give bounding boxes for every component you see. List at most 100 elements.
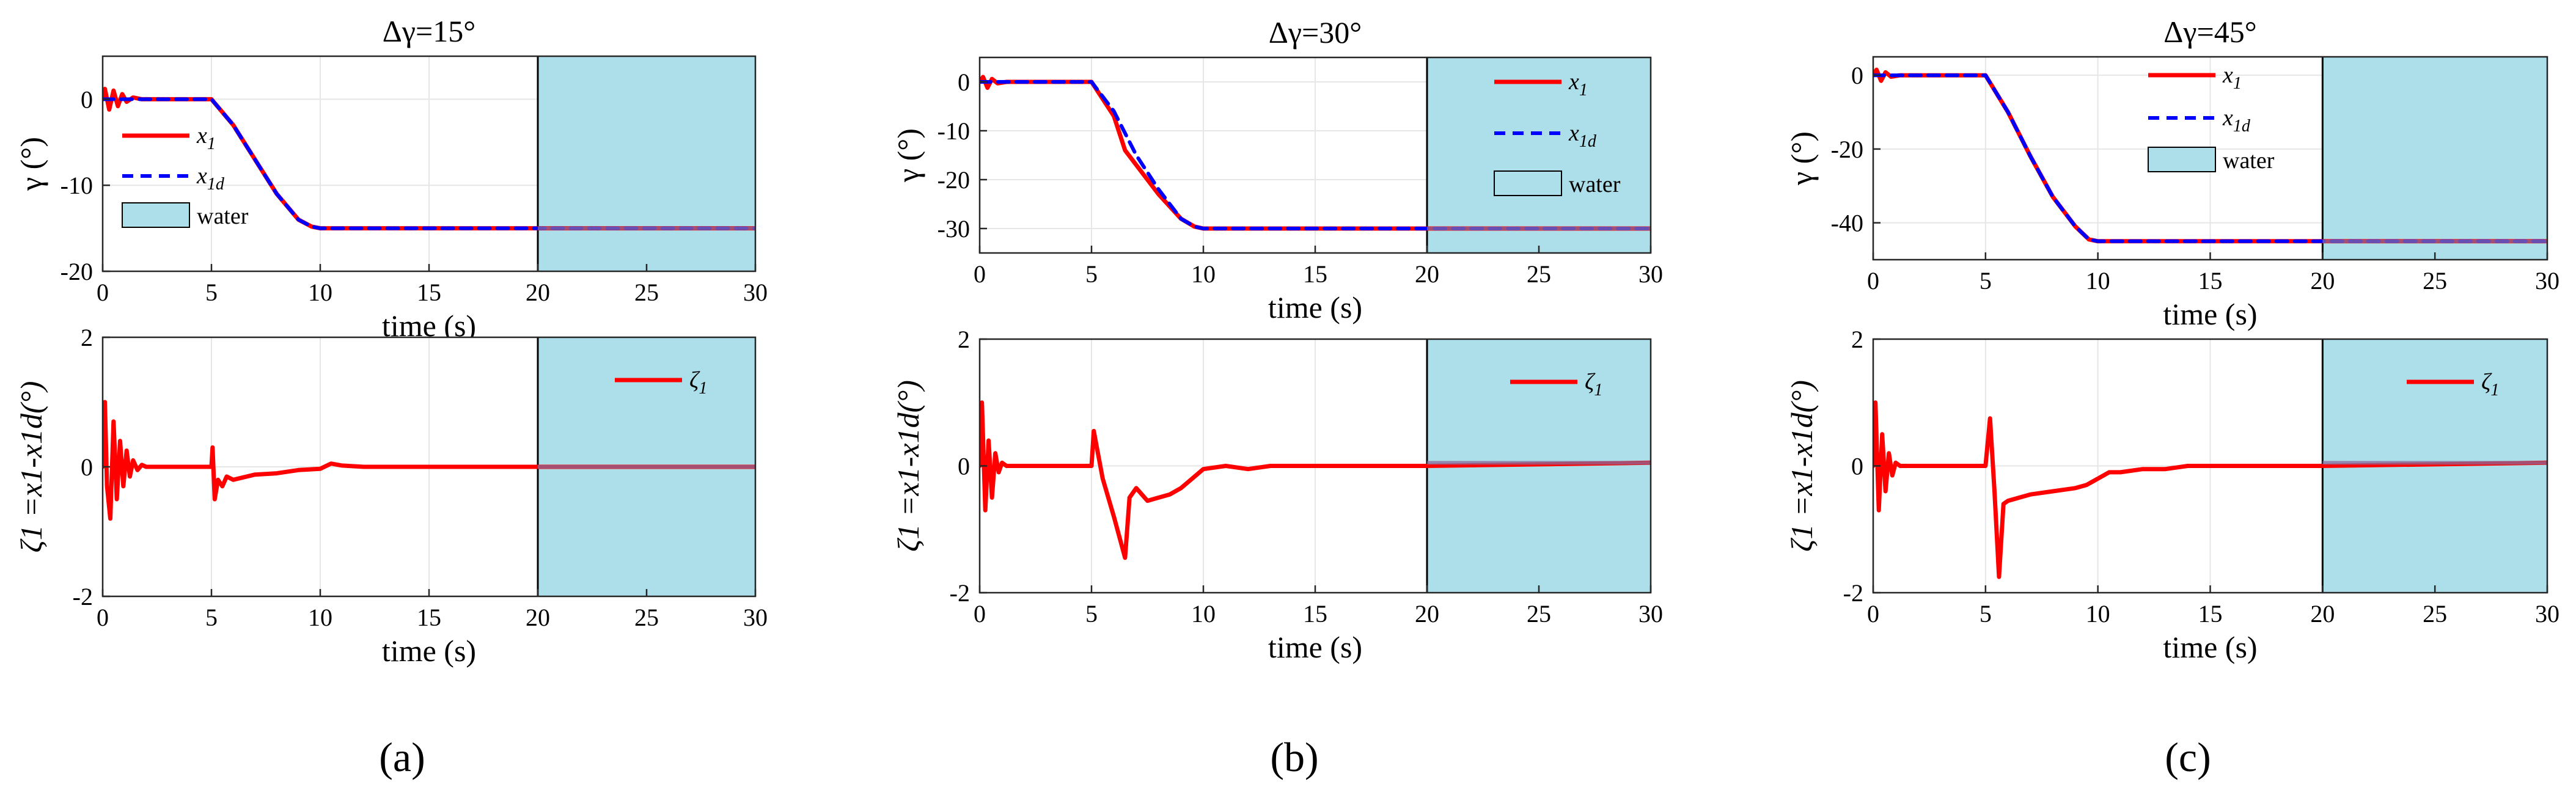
x-tick-label: 30	[743, 279, 768, 306]
x-tick-label: 5	[1085, 600, 1098, 628]
x-tick-label: 10	[1191, 600, 1216, 628]
legend-label: x1	[1568, 69, 1588, 100]
legend-label-sub: 1	[1594, 381, 1602, 400]
y-tick-label: -10	[938, 117, 970, 145]
x-tick-label: 10	[2086, 267, 2110, 295]
x-tick-label: 15	[417, 279, 441, 306]
legend-label: x1	[196, 123, 216, 153]
chart-title: Δγ=45°	[2163, 15, 2256, 49]
y-tick-label: 2	[1851, 326, 1863, 353]
legend: x1 x1d water	[1494, 69, 1621, 197]
y-tick-label: -20	[61, 258, 93, 285]
water-region	[2322, 57, 2547, 260]
legend-label: x1	[2222, 62, 2242, 93]
legend-label-sub: 1d	[2233, 117, 2251, 136]
x-tick-label: 20	[1415, 600, 1439, 628]
legend-label-main: ζ	[2481, 369, 2492, 395]
x-tick-label: 0	[97, 279, 109, 306]
legend-label-sub: 1	[2490, 381, 2499, 400]
x-tick-label: 25	[1527, 600, 1551, 628]
x-tick-label: 0	[974, 260, 986, 288]
x-axis-label: time (s)	[1268, 290, 1362, 324]
x-tick-label: 20	[2310, 600, 2335, 628]
x-tick-label: 30	[2535, 267, 2559, 295]
x-tick-label: 15	[1303, 260, 1327, 288]
legend-label: water	[1569, 172, 1621, 197]
series-line-x1d	[980, 80, 1651, 230]
y-axis-label: γ (°)	[1785, 131, 1819, 186]
x-axis-label: time (s)	[2163, 297, 2257, 331]
x-tick-label: 0	[1867, 267, 1879, 295]
legend-swatch-water	[1494, 170, 1562, 196]
legend-label-main: x	[2222, 105, 2233, 131]
series-line-zeta1	[1873, 400, 2547, 579]
x-tick-label: 20	[2310, 267, 2335, 295]
y-tick-label: -10	[61, 172, 93, 199]
x-tick-label: 30	[1638, 600, 1663, 628]
legend-label-main: x	[196, 163, 207, 189]
series-line-x1d	[103, 97, 755, 230]
x-tick-label: 5	[205, 279, 218, 306]
y-tick-label: 0	[1851, 453, 1863, 480]
y-tick-label: 0	[81, 86, 93, 113]
legend: ζ1	[615, 367, 707, 398]
y-axis-label: ζ1 =x1-x1d(°)	[1785, 380, 1819, 552]
y-axis-label: ζ1 =x1-x1d(°)	[891, 380, 925, 552]
x-tick-label: 10	[2086, 600, 2110, 628]
subfigure-caption: (b)	[1270, 734, 1318, 780]
x-axis-label: time (s)	[1268, 630, 1362, 664]
legend-label-main: ζ	[689, 367, 700, 393]
series-line-zeta1	[103, 400, 755, 521]
x-tick-label: 5	[1980, 267, 1992, 295]
x-axis-label: time (s)	[382, 634, 476, 668]
chart-title: Δγ=30°	[1269, 15, 1362, 49]
x-tick-label: 0	[97, 604, 109, 631]
legend-label: ζ1	[1585, 369, 1602, 400]
x-tick-label: 25	[1527, 260, 1551, 288]
x-tick-label: 10	[308, 279, 332, 306]
legend-label-sub: 1	[699, 379, 707, 398]
series-line-x1d	[1873, 73, 2547, 243]
legend-label-sub: 1	[207, 134, 216, 153]
subfigure-caption: (c)	[2165, 734, 2211, 780]
x-tick-label: 15	[2198, 600, 2223, 628]
x-tick-label: 15	[417, 604, 441, 631]
y-tick-label: 2	[81, 324, 93, 351]
legend-label: ζ1	[689, 367, 707, 398]
legend-label: ζ1	[2481, 369, 2499, 400]
x-tick-label: 25	[634, 279, 659, 306]
legend-label-main: ζ	[1585, 369, 1596, 395]
legend-label-sub: 1d	[1579, 132, 1597, 151]
x-tick-label: 0	[974, 600, 986, 628]
y-axis-label: γ (°)	[14, 137, 48, 191]
legend-label-main: x	[196, 123, 207, 148]
y-tick-label: 0	[81, 453, 93, 481]
legend-swatch-water	[2148, 147, 2216, 172]
x-axis-label: time (s)	[2163, 630, 2257, 664]
x-tick-label: 5	[1980, 600, 1992, 628]
x-tick-label: 20	[1415, 260, 1439, 288]
x-tick-label: 25	[2423, 267, 2447, 295]
legend-label-main: x	[2222, 62, 2233, 88]
y-tick-label: -20	[938, 166, 970, 194]
y-tick-label: -2	[950, 579, 970, 607]
y-tick-label: -30	[938, 215, 970, 243]
x-tick-label: 20	[526, 279, 550, 306]
water-region	[1427, 57, 1651, 253]
legend-label-sub: 1	[1579, 81, 1588, 100]
legend-label: water	[2223, 148, 2275, 174]
x-tick-label: 15	[2198, 267, 2223, 295]
x-tick-label: 15	[1303, 600, 1327, 628]
legend-label: x1d	[1568, 120, 1597, 151]
y-tick-label: -40	[1831, 210, 1863, 237]
x-tick-label: 30	[2535, 600, 2559, 628]
y-tick-label: -20	[1831, 136, 1863, 163]
y-axis-label: ζ1 =x1-x1d(°)	[14, 381, 48, 553]
